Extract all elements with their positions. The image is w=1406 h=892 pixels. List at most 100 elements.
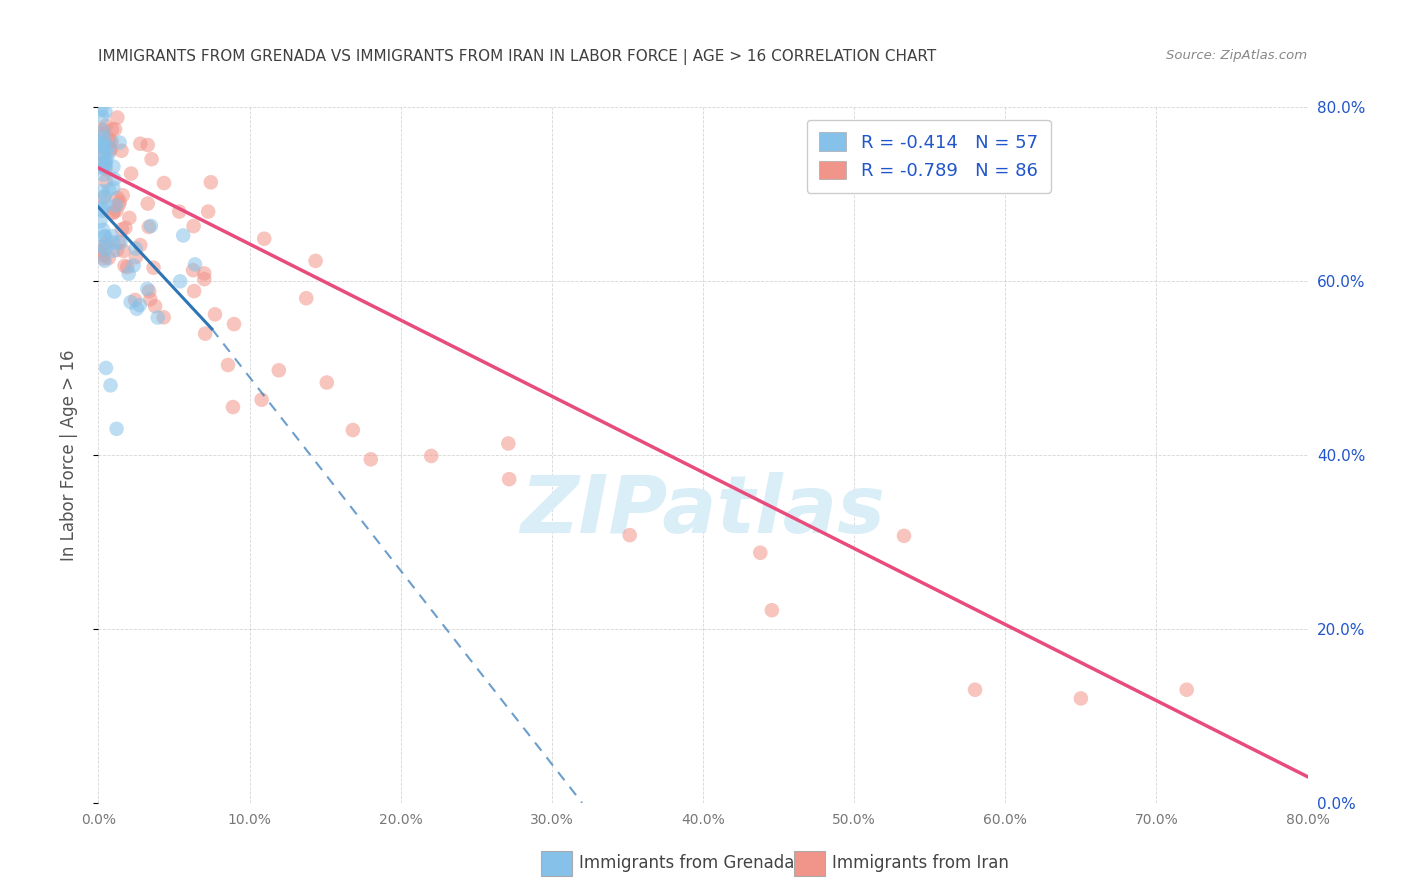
Point xyxy=(94,119,117,133)
Point xyxy=(183,219,205,233)
Point xyxy=(118,211,141,225)
Point xyxy=(103,244,125,258)
Point xyxy=(143,299,166,313)
Point xyxy=(98,83,121,97)
Point xyxy=(110,235,132,250)
Point xyxy=(103,205,125,219)
Point xyxy=(498,436,520,450)
Point xyxy=(103,160,125,174)
Point xyxy=(91,248,114,262)
Point xyxy=(108,194,131,209)
Point xyxy=(94,157,117,171)
Point xyxy=(93,147,115,161)
Point xyxy=(94,104,117,119)
Point xyxy=(118,267,141,281)
Point xyxy=(105,203,128,218)
Point xyxy=(139,292,162,306)
Point xyxy=(107,191,129,205)
Point xyxy=(105,422,128,436)
Point xyxy=(184,257,207,271)
Point xyxy=(200,175,222,189)
Point xyxy=(91,124,114,138)
Point xyxy=(153,176,176,190)
Point xyxy=(141,152,163,166)
Point xyxy=(98,183,121,197)
Point xyxy=(98,142,121,156)
Point xyxy=(107,235,129,249)
Point xyxy=(498,472,520,486)
Text: Immigrants from Grenada: Immigrants from Grenada xyxy=(579,855,794,872)
Point xyxy=(125,250,148,264)
Point xyxy=(136,282,159,296)
Point xyxy=(91,160,114,174)
Point xyxy=(1070,691,1092,706)
Point xyxy=(136,196,159,211)
Y-axis label: In Labor Force | Age > 16: In Labor Force | Age > 16 xyxy=(59,349,77,561)
Point xyxy=(104,122,127,136)
Point xyxy=(93,130,115,145)
Point xyxy=(91,203,114,218)
Point xyxy=(138,285,160,299)
Point xyxy=(167,204,190,219)
Point xyxy=(619,528,641,542)
Point xyxy=(97,146,120,161)
Point xyxy=(114,220,136,235)
Point xyxy=(103,181,125,195)
Point xyxy=(97,251,120,265)
Point xyxy=(304,253,326,268)
Point xyxy=(94,154,117,169)
Text: IMMIGRANTS FROM GRENADA VS IMMIGRANTS FROM IRAN IN LABOR FORCE | AGE > 16 CORREL: IMMIGRANTS FROM GRENADA VS IMMIGRANTS FR… xyxy=(98,49,936,65)
Point xyxy=(91,157,114,171)
Point xyxy=(91,110,114,124)
Point xyxy=(120,295,142,310)
Point xyxy=(217,358,239,372)
Point xyxy=(749,546,772,560)
Point xyxy=(111,188,134,202)
Point xyxy=(101,206,124,220)
Point xyxy=(420,449,443,463)
Point xyxy=(94,360,117,375)
Point xyxy=(183,284,205,298)
Point xyxy=(893,529,915,543)
Point xyxy=(761,603,783,617)
Point xyxy=(193,267,215,281)
Point xyxy=(169,274,191,288)
Point xyxy=(93,127,115,141)
Point xyxy=(94,197,117,211)
Point xyxy=(129,238,152,252)
Point xyxy=(120,167,142,181)
Point xyxy=(105,111,128,125)
Point xyxy=(103,235,125,250)
Point xyxy=(104,198,127,212)
Point xyxy=(94,174,117,188)
Point xyxy=(172,228,194,243)
Point xyxy=(94,162,117,177)
Point xyxy=(295,291,318,305)
Point xyxy=(90,240,112,254)
Point xyxy=(100,229,122,244)
Point xyxy=(253,232,276,246)
Point xyxy=(98,132,121,146)
Point xyxy=(103,172,125,186)
Point xyxy=(152,310,174,325)
Point xyxy=(360,452,382,467)
Point xyxy=(94,235,117,250)
Point xyxy=(90,136,112,151)
Point xyxy=(965,682,987,697)
Point xyxy=(114,259,136,273)
Text: Source: ZipAtlas.com: Source: ZipAtlas.com xyxy=(1167,49,1308,62)
Text: ZIPatlas: ZIPatlas xyxy=(520,472,886,549)
Legend: R = -0.414   N = 57, R = -0.789   N = 86: R = -0.414 N = 57, R = -0.789 N = 86 xyxy=(807,120,1050,193)
Point xyxy=(93,252,115,266)
Point xyxy=(93,191,115,205)
Point xyxy=(105,243,128,257)
Point xyxy=(91,168,114,182)
Point xyxy=(91,136,114,150)
Point xyxy=(222,317,245,331)
Point xyxy=(90,103,112,117)
Point xyxy=(122,259,145,273)
Point xyxy=(108,197,131,211)
Point xyxy=(103,285,125,299)
Point xyxy=(93,148,115,162)
Point xyxy=(91,223,114,237)
